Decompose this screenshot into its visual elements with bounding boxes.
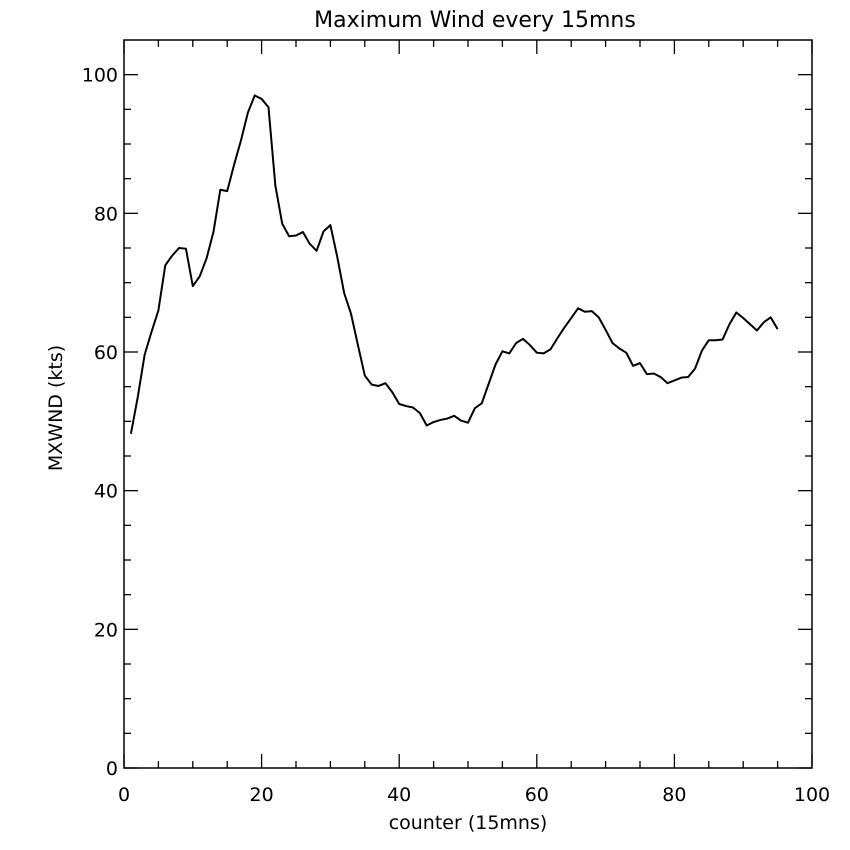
y-tick-label: 40 [94,481,118,503]
x-tick-label: 40 [387,784,411,806]
y-tick-label: 0 [106,758,118,780]
y-tick-label: 80 [94,203,118,225]
x-tick-label: 80 [662,784,686,806]
y-tick-label: 100 [82,65,118,87]
axis-tick-labels: 0 20 40 60 80 100 0 20 40 60 80 100 [82,65,830,806]
axis-ticks [123,40,813,769]
y-tick-label: 60 [94,342,118,364]
y-axis-label: MXWND (kts) [45,345,67,471]
chart-title: Maximum Wind every 15mns [314,8,636,33]
x-axis-label: counter (15mns) [389,812,548,834]
x-tick-label: 0 [118,784,130,806]
y-tick-label: 20 [94,619,118,641]
x-tick-label: 20 [250,784,274,806]
x-tick-label: 100 [794,784,830,806]
series-line-max-wind [129,94,779,434]
x-tick-label: 60 [525,784,549,806]
